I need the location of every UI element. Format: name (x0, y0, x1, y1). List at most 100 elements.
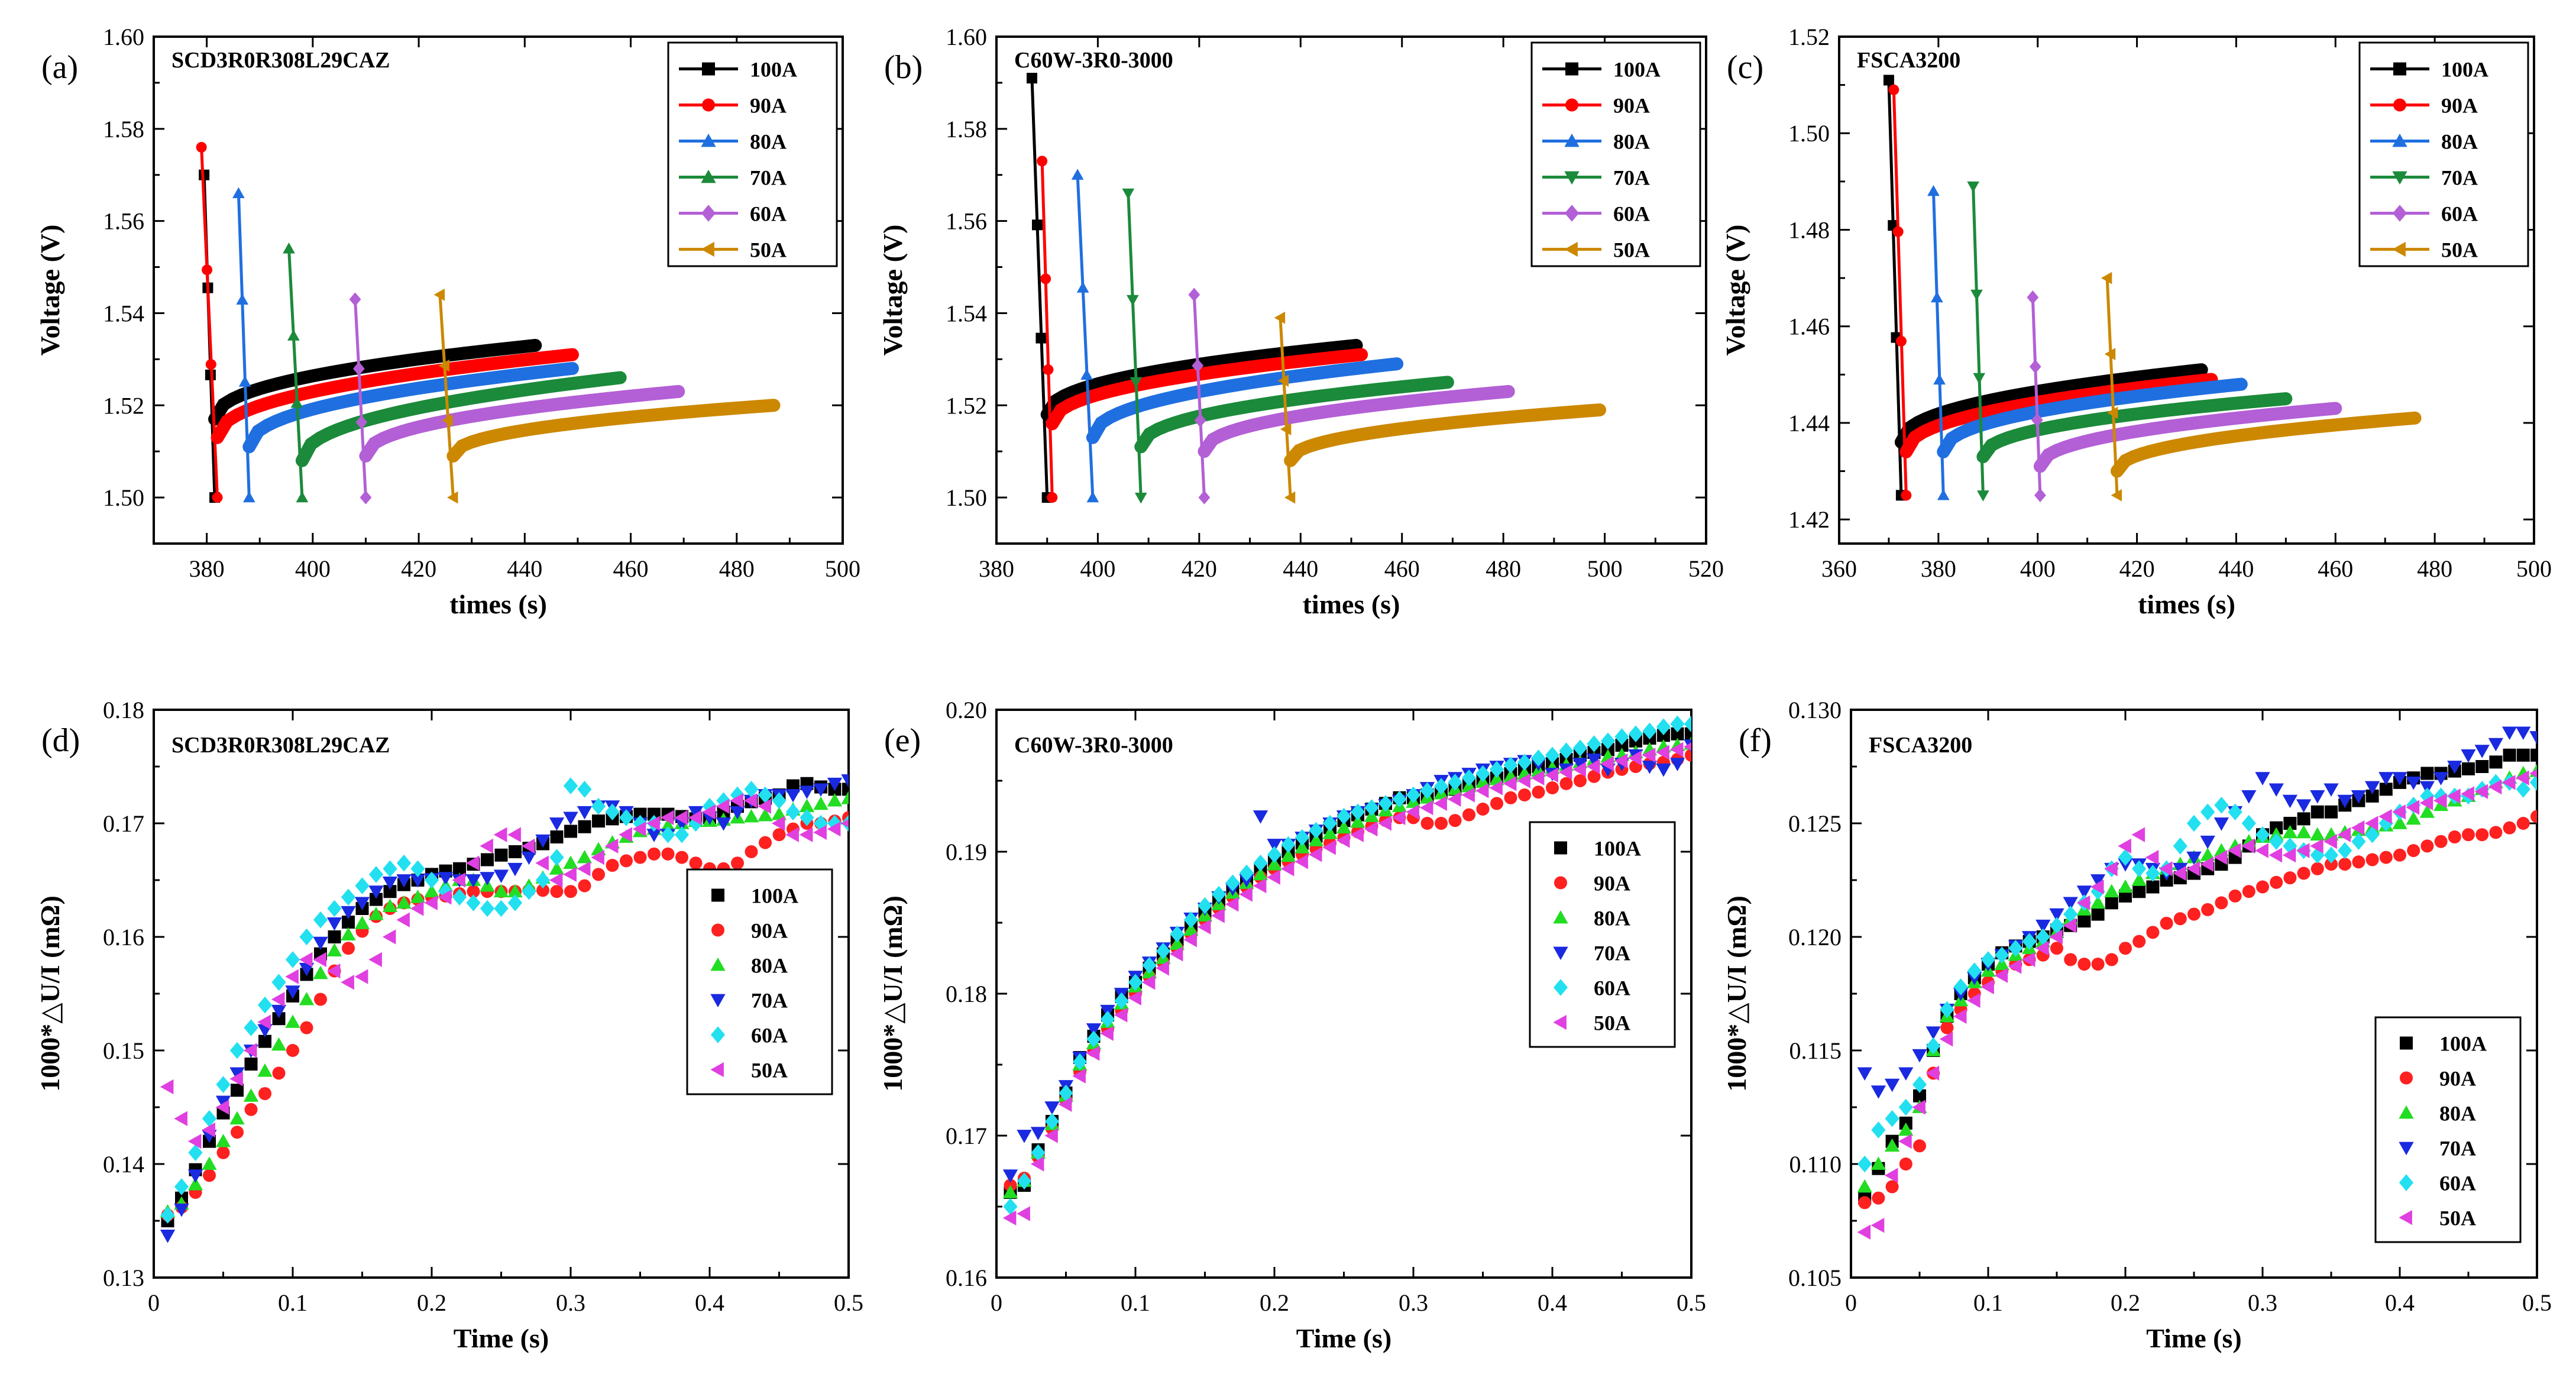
x-axis-label: times (s) (1303, 589, 1400, 619)
data-point-50A (1350, 827, 1364, 842)
series-marker-90A (202, 264, 213, 276)
data-point-90A (2434, 835, 2448, 848)
data-point-60A (1559, 742, 1574, 759)
legend-label: 70A (2441, 166, 2478, 190)
data-point-90A (2338, 858, 2352, 871)
x-tick-label: 0.1 (1121, 1289, 1150, 1316)
data-point-60A (2516, 781, 2530, 798)
data-point-90A (258, 1087, 271, 1100)
series-recovery-100A (1894, 363, 2208, 449)
data-point-100A (2105, 896, 2118, 910)
data-point-60A (827, 814, 842, 832)
data-point-80A (660, 818, 676, 832)
data-point-50A (1572, 762, 1586, 777)
x-tick-label: 0.5 (1677, 1289, 1706, 1316)
data-point-70A (2433, 772, 2449, 785)
data-point-90A (2489, 826, 2503, 839)
data-point-50A (326, 963, 341, 979)
x-tick-label: 440 (507, 555, 542, 582)
series-marker-60A (2031, 413, 2043, 427)
legend-label: 100A (751, 884, 798, 908)
data-point-60A (1100, 1010, 1115, 1028)
data-point-50A (160, 1079, 174, 1095)
data-point-70A (577, 806, 593, 820)
data-point-70A (1656, 763, 1671, 777)
series-line-50A (2105, 277, 2119, 496)
data-point-70A (730, 806, 745, 820)
legend-marker-90A (711, 923, 724, 937)
series-recovery-60A (359, 384, 685, 463)
y-axis-label: Voltage (V) (35, 225, 65, 356)
data-point-50A (2392, 804, 2406, 820)
data-point-50A (424, 895, 438, 911)
legend: 100A 90A 80A 70A 60A 50A (1529, 821, 1676, 1048)
data-point-100A (509, 845, 522, 858)
series-marker-50A (433, 288, 445, 301)
data-point-50A (632, 821, 646, 837)
data-point-90A (648, 847, 661, 861)
data-point-70A (2049, 908, 2064, 922)
series-marker-80A (242, 491, 255, 503)
data-point-100A (842, 783, 849, 796)
data-point-70A (2200, 835, 2215, 849)
legend-label: 100A (2439, 1032, 2487, 1056)
data-point-90A (2297, 867, 2310, 880)
data-point-100A (231, 1084, 244, 1097)
legend-label: 50A (751, 1059, 788, 1082)
data-point-60A (1885, 1110, 1899, 1127)
x-tick-label: 0 (991, 1289, 1002, 1316)
series-marker-70A (1973, 373, 1986, 384)
data-point-50A (1925, 1065, 1940, 1081)
data-point-60A (1912, 1076, 1927, 1093)
data-point-90A (1685, 748, 1691, 762)
data-point-50A (591, 849, 604, 865)
data-point-60A (1670, 715, 1685, 733)
data-point-90A (2475, 828, 2489, 842)
data-point-50A (1656, 745, 1669, 760)
series-marker-60A (352, 361, 365, 376)
data-point-90A (2462, 828, 2475, 842)
data-point-90A (2187, 907, 2200, 921)
series-marker-80A (236, 293, 249, 305)
x-tick-label: 460 (1384, 555, 1420, 582)
data-point-70A (2241, 790, 2257, 804)
data-point-70A (285, 985, 300, 999)
data-point-60A (1656, 718, 1671, 736)
data-point-50A (604, 838, 619, 854)
legend-label: 70A (2439, 1137, 2476, 1160)
y-axis-label: 1000*△U/I (mΩ) (878, 895, 908, 1092)
x-tick-label: 420 (401, 555, 436, 582)
data-point-60A (2200, 803, 2215, 821)
series-marker-50A (442, 414, 453, 427)
data-point-80A (1857, 1179, 1872, 1193)
series-marker-100A (1027, 73, 1037, 84)
legend-marker-60A (2399, 1174, 2414, 1191)
x-tick-label: 0.3 (1399, 1289, 1428, 1316)
data-point-80A (1898, 1122, 1914, 1136)
data-point-90A (759, 836, 772, 849)
data-point-90A (1940, 1021, 1954, 1034)
legend-label: 50A (750, 238, 787, 262)
data-point-50A (2241, 838, 2255, 854)
y-tick-label: 1.52 (946, 392, 987, 419)
data-point-50A (480, 838, 493, 854)
data-point-100A (383, 885, 397, 898)
panel-title: FSCA3200 (1857, 48, 1960, 73)
y-tick-label: 0.16 (103, 924, 144, 950)
data-point-60A (549, 849, 564, 866)
data-point-50A (2173, 865, 2186, 881)
data-point-60A (396, 854, 412, 872)
data-point-100A (2516, 748, 2530, 762)
y-tick-label: 1.54 (103, 300, 144, 326)
data-point-50A (1939, 1032, 1953, 1047)
data-point-50A (2488, 779, 2502, 795)
data-point-60A (1857, 1155, 1872, 1173)
x-tick-label: 480 (1486, 555, 1521, 582)
data-point-80A (299, 991, 315, 1006)
x-tick-label: 0.4 (2385, 1289, 2415, 1316)
series-marker-50A (1284, 491, 1296, 504)
data-point-100A (2077, 914, 2091, 928)
data-point-90A (2050, 942, 2063, 955)
data-point-100A (592, 814, 605, 828)
data-point-50A (1030, 1156, 1044, 1172)
